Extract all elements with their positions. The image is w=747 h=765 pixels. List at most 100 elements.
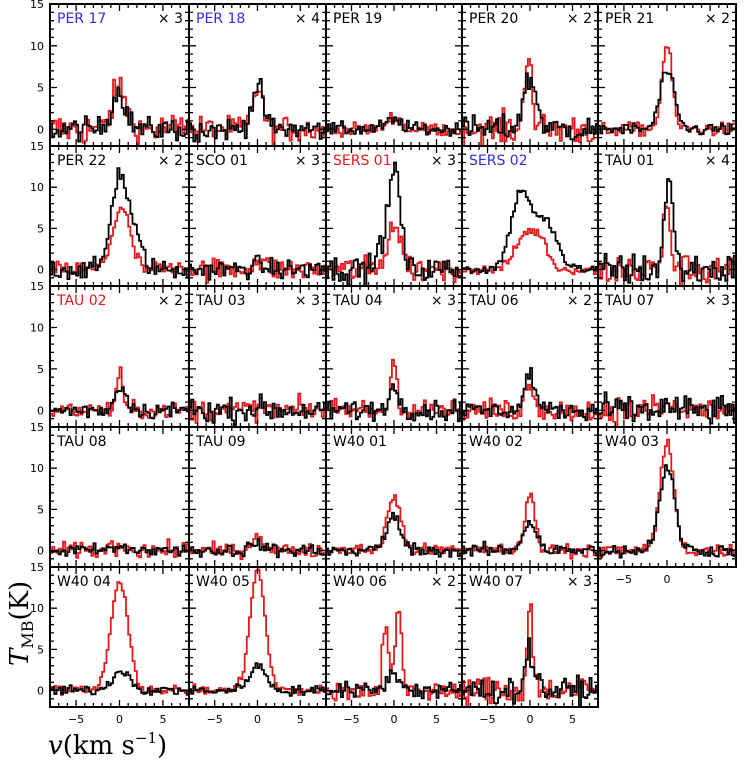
series-black-line — [50, 542, 189, 557]
series-red-line — [189, 90, 326, 147]
panel-scale-label: × 3 — [295, 293, 320, 309]
panel-ticks — [49, 566, 190, 708]
x-tick-label: 0 — [254, 713, 261, 726]
y-tick-label: 10 — [30, 602, 44, 615]
x-tick-label: 5 — [569, 713, 576, 726]
panel-ticks — [49, 3, 190, 147]
panel-ticks — [188, 285, 327, 428]
panel-ticks — [325, 426, 463, 568]
series-black-line — [50, 670, 189, 696]
y-tick-label: 15 — [30, 561, 44, 574]
panel-ticks — [461, 566, 599, 708]
panel: SERS 01 × 3 — [325, 145, 463, 287]
y-tick-label: 15 — [30, 140, 44, 153]
panel-name-label: PER 17 — [57, 11, 106, 27]
panel: W40 02 — [461, 426, 599, 568]
x-tick-label: 0 — [116, 713, 123, 726]
panel-name-label: W40 01 — [333, 434, 387, 450]
panel: W40 07 × 3 — [461, 566, 599, 708]
series-red-line — [189, 257, 326, 284]
panel-name-label: W40 06 — [333, 574, 387, 590]
panel-name-label: PER 18 — [196, 11, 245, 27]
panel: PER 19 — [325, 3, 463, 147]
y-tick-label: 5 — [37, 643, 44, 656]
y-tick-label: 5 — [37, 503, 44, 516]
series-red-line — [598, 46, 736, 137]
series-black-line — [598, 464, 736, 559]
series-red-line — [50, 581, 189, 696]
series-black-line — [326, 161, 462, 287]
x-axis-label: v(km s−1) — [48, 729, 167, 761]
series-black-line — [189, 538, 326, 559]
panel-scale-label: × 2 — [158, 153, 183, 169]
panels-layer: PER 17 × 3 PER 18 × 4 PER 19 PER 20 × 2 PER 21 ×… — [49, 3, 737, 708]
series-black-line — [50, 87, 189, 143]
panel-scale-label: × 3 — [567, 574, 592, 590]
panel-scale-label: × 3 — [705, 293, 730, 309]
panel-scale-label: × 3 — [295, 153, 320, 169]
y-tick-label: 0 — [37, 545, 44, 558]
panel-name-label: TAU 08 — [56, 434, 107, 450]
x-tick-label: −5 — [616, 573, 632, 586]
x-tick-label: 0 — [391, 713, 398, 726]
y-tick-label: 0 — [37, 123, 44, 136]
series-red-line — [50, 206, 189, 275]
y-tick-label: 5 — [37, 363, 44, 376]
y-tick-label: 5 — [37, 222, 44, 235]
panel-ticks — [188, 3, 327, 147]
panel-scale-label: × 3 — [431, 153, 456, 169]
panel-name-label: TAU 04 — [332, 293, 383, 309]
panel-scale-label: × 2 — [705, 11, 730, 27]
y-tick-label: 10 — [30, 321, 44, 334]
panel-ticks — [49, 285, 190, 428]
y-tick-label: 10 — [30, 181, 44, 194]
panel: W40 06 × 2 — [325, 566, 463, 708]
tick-labels-layer: 0 5 10 15 0 5 10 15 0 5 10 15 0 5 10 15 −5 0 5 0 5 10 15 −5 0 5 −5… — [30, 0, 714, 726]
panel-scale-label: × 2 — [567, 11, 592, 27]
panel-ticks — [188, 426, 327, 568]
panel-scale-label: × 3 — [431, 293, 456, 309]
panel-name-label: PER 20 — [469, 11, 518, 27]
panel-name-label: SERS 02 — [469, 153, 528, 169]
x-tick-label: 5 — [707, 573, 714, 586]
series-black-line — [462, 72, 598, 141]
series-black-line — [326, 511, 462, 558]
panel-scale-label: × 2 — [567, 293, 592, 309]
series-red-line — [462, 603, 598, 708]
y-tick-label: 15 — [30, 280, 44, 293]
panel-ticks — [188, 145, 327, 287]
panel-ticks — [597, 285, 737, 428]
x-tick-label: −5 — [479, 713, 495, 726]
y-tick-label: 0 — [37, 404, 44, 417]
series-red-line — [326, 494, 462, 556]
panel-ticks — [325, 566, 463, 708]
panel: PER 22 × 2 — [49, 145, 190, 287]
panel-name-label: W40 02 — [469, 434, 523, 450]
panel-ticks — [597, 426, 737, 568]
panel-ticks — [461, 145, 599, 287]
y-tick-label: 15 — [30, 421, 44, 434]
series-black-line — [189, 254, 326, 281]
x-tick-label: −5 — [68, 713, 84, 726]
panel-scale-label: × 2 — [431, 574, 456, 590]
series-red-line — [462, 383, 598, 422]
series-black-line — [462, 367, 598, 422]
panel: W40 03 — [597, 426, 737, 568]
panel-ticks — [325, 145, 463, 287]
series-black-line — [189, 78, 326, 143]
x-tick-label: 0 — [527, 713, 534, 726]
panel: PER 17 × 3 — [49, 3, 190, 147]
panel-name-label: PER 21 — [605, 11, 654, 27]
panel-name-label: PER 22 — [57, 153, 106, 169]
series-black-line — [50, 386, 189, 420]
panel-ticks — [461, 285, 599, 428]
panel-ticks — [325, 3, 463, 147]
panel-name-label: TAU 06 — [468, 293, 519, 309]
panel: TAU 02 × 2 — [49, 285, 190, 428]
panel-scale-label: × 2 — [158, 293, 183, 309]
series-black-line — [462, 189, 598, 274]
y-tick-label: 10 — [30, 40, 44, 53]
panel-name-label: SERS 01 — [333, 153, 392, 169]
panel-ticks — [597, 3, 737, 147]
series-black-line — [326, 383, 462, 423]
